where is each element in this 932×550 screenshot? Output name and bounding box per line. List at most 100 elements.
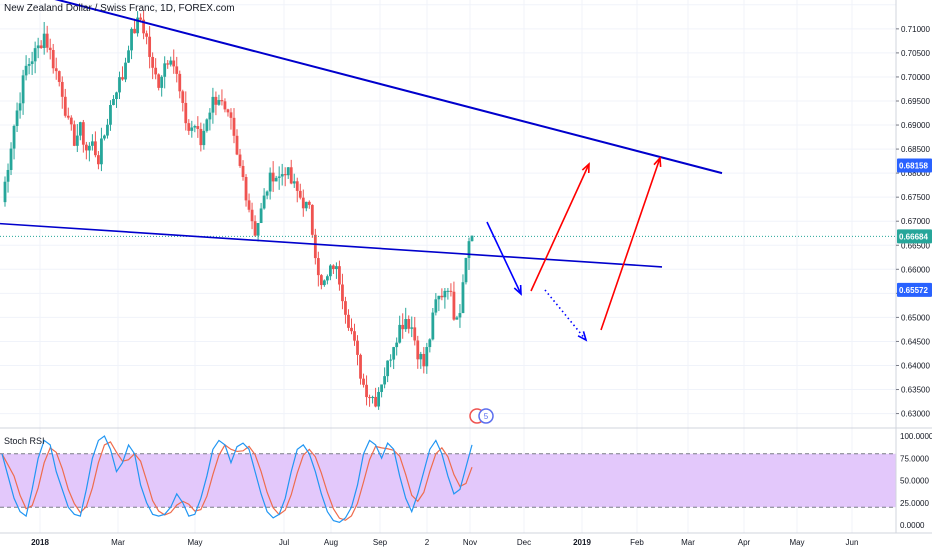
price-tick-label: 0.63500 [901, 386, 930, 395]
candle-body [431, 312, 435, 340]
candle-body [178, 73, 182, 92]
candle-body [250, 209, 254, 222]
candle-body [461, 282, 465, 314]
chart-title: New Zealand Dollar / Swiss Franc, 1D, FO… [4, 3, 235, 14]
candle-body [344, 301, 347, 315]
candle-body [319, 275, 323, 286]
candle-body [350, 327, 353, 332]
candle-body [235, 135, 239, 155]
up-arrow-2 [600, 156, 662, 331]
candle-body [66, 115, 70, 118]
candle-body [301, 197, 305, 209]
candle-body [39, 45, 43, 49]
candle-body [455, 317, 459, 320]
candle-body [115, 92, 118, 100]
candle-body [232, 117, 236, 136]
price-tick-label: 0.68000 [901, 169, 930, 178]
candle-body [440, 295, 444, 298]
candle-body [368, 397, 371, 399]
price-tick-label: 0.69000 [901, 121, 930, 130]
candle-body [220, 100, 224, 102]
candle-body [133, 28, 136, 34]
candle-body [51, 50, 55, 69]
price-tick-label: 0.67500 [901, 193, 930, 202]
candle-body [292, 181, 296, 184]
candle-body [100, 138, 103, 165]
candle-body [425, 347, 429, 367]
candle-body [446, 290, 450, 292]
candle-body [69, 117, 73, 125]
event-flag-icon [478, 408, 494, 424]
candle-body [328, 265, 332, 277]
time-tick-label: 2019 [573, 538, 591, 547]
candle-body [112, 99, 115, 106]
price-tick-label: 0.64000 [901, 361, 930, 370]
stoch-rsi-tick-label: 100.0000 [900, 432, 932, 441]
candle-body [335, 266, 338, 270]
candle-body [353, 331, 356, 341]
candle-body [383, 376, 387, 385]
time-tick-label: Jun [846, 538, 859, 547]
down-arrow-1 [486, 221, 522, 296]
candle-body [401, 324, 405, 330]
candle-body [374, 396, 377, 407]
price-tick-label: 0.66500 [901, 241, 930, 250]
price-badge-label: 0.68158 [899, 162, 928, 171]
candle-body [187, 123, 191, 131]
candle-body [359, 354, 362, 379]
price-badge [897, 158, 932, 173]
candle-body [437, 295, 441, 300]
candle-body [157, 74, 161, 88]
up-arrow-2-head [653, 156, 662, 168]
candle-body [181, 91, 185, 103]
price-tick-label: 0.63000 [901, 410, 930, 419]
candle-body [72, 124, 76, 146]
candle-body [362, 378, 365, 385]
candle-body [9, 148, 13, 170]
candle-body [169, 60, 173, 65]
candle-body [226, 109, 230, 113]
candle-body [24, 65, 28, 76]
candle-body [121, 77, 124, 80]
time-tick-label: Jul [279, 538, 289, 547]
candle-body [298, 190, 302, 198]
price-tick-label: 0.69500 [901, 97, 930, 106]
up-arrow-1-head [581, 162, 590, 174]
candle-body [464, 257, 468, 283]
candle-body [380, 384, 384, 392]
candle-body [398, 324, 402, 343]
candle-body [166, 63, 170, 65]
candle-body [229, 112, 233, 118]
candle-body [325, 276, 329, 281]
candle-body [386, 360, 390, 377]
price-badge-label: 0.65572 [899, 286, 928, 295]
candle-body [410, 327, 414, 329]
stoch-rsi-tick-label: 75.0000 [900, 454, 929, 463]
candle-body [142, 19, 146, 34]
candle-body [416, 340, 420, 360]
stoch-rsi-k-line [1, 435, 473, 523]
candle-body [196, 126, 200, 129]
candle-body [18, 103, 22, 111]
candle-body [256, 223, 260, 236]
price-tick-label: 0.64500 [901, 337, 930, 346]
candle-body [404, 319, 408, 330]
candle-body [304, 201, 308, 209]
candle-body [332, 265, 335, 270]
price-tick-label: 0.66000 [901, 265, 930, 274]
down-arrow-dotted [544, 289, 588, 342]
candle-body [470, 235, 474, 242]
time-tick-label: Apr [738, 538, 751, 547]
down-arrow-dotted-shaft [544, 289, 587, 341]
time-tick-label: Nov [463, 538, 477, 547]
candle-body [193, 126, 197, 128]
candle-body [75, 135, 79, 146]
candle-body [54, 68, 58, 72]
candle-body [136, 17, 139, 34]
candle-body [30, 61, 34, 65]
candle-body [184, 102, 188, 124]
candle-body [341, 284, 344, 302]
up-arrow-1-shaft [530, 163, 590, 292]
candle-body [365, 384, 368, 398]
